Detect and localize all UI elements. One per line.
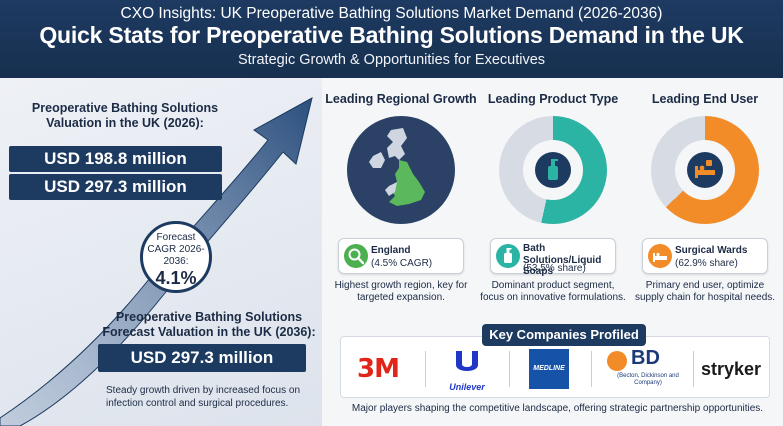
england-pill: England (4.5% CAGR) bbox=[338, 238, 464, 274]
hospital-bed-icon bbox=[648, 244, 672, 268]
logo-stryker-text: stryker bbox=[701, 359, 762, 379]
end-user-title: Leading End User bbox=[651, 92, 759, 106]
product-share-donut bbox=[499, 116, 607, 224]
bd-sun-icon bbox=[607, 351, 627, 371]
bath-solutions-share: (53.5% share) bbox=[523, 263, 586, 274]
logo-medline-text: MEDLINE bbox=[533, 365, 565, 372]
page-subtitle: Strategic Growth & Opportunities for Exe… bbox=[237, 52, 546, 68]
forecast-2036-label: Preoperative Bathing Solutions Forecast … bbox=[102, 310, 316, 339]
surgical-wards-pill: Surgical Wards (62.9% share) bbox=[642, 238, 768, 274]
end-user-card: Leading End User Surgical Wards (62.9% s… bbox=[628, 78, 782, 323]
donut-center bbox=[523, 140, 583, 200]
company-logos-strip: 3M Unilever MEDLINE BD (Becton, Dickinso… bbox=[340, 336, 770, 398]
product-type-title: Leading Product Type bbox=[487, 92, 619, 106]
growth-note: Steady growth driven by increased focus … bbox=[106, 385, 300, 409]
end-user-share-donut bbox=[651, 116, 759, 224]
bath-solutions-label: Bath Solutions/Liquid Soaps bbox=[523, 243, 602, 277]
regional-growth-note: Highest growth region, key for targeted … bbox=[334, 280, 468, 303]
cagr-badge: Forecast CAGR 2026-2036: 4.1% bbox=[140, 221, 212, 293]
valuation-2036-value-top: USD 297.3 million bbox=[9, 174, 222, 200]
header-kicker: CXO Insights: UK Preoperative Bathing So… bbox=[120, 5, 663, 22]
logo-bd-text: BD bbox=[631, 347, 660, 369]
uk-map-icon bbox=[347, 116, 455, 224]
logo-unilever-text: Unilever bbox=[449, 382, 485, 392]
logo-3m-text: 3M bbox=[357, 354, 400, 384]
bath-solutions-pill: Bath Solutions/Liquid Soaps (53.5% share… bbox=[490, 238, 616, 277]
cagr-label: Forecast CAGR 2026-2036: bbox=[147, 232, 205, 267]
england-label: England bbox=[371, 245, 411, 256]
logo-bd-subtext: (Becton, Dickinson and Company) bbox=[617, 373, 679, 386]
regional-growth-card: Leading Regional Growth England (4.5% CA… bbox=[324, 78, 478, 323]
unilever-u-icon bbox=[456, 351, 478, 371]
valuation-2026-value: USD 198.8 million bbox=[9, 146, 222, 172]
product-type-note: Dominant product segment, focus on innov… bbox=[480, 280, 626, 303]
logo-unilever: Unilever bbox=[441, 349, 493, 392]
header-banner: CXO Insights: UK Preoperative Bathing So… bbox=[0, 0, 783, 78]
key-companies-note: Major players shaping the competitive la… bbox=[351, 403, 764, 414]
magnifier-icon bbox=[344, 244, 368, 268]
market-valuation-panel: Preoperative Bathing Solutions Valuation… bbox=[0, 78, 322, 426]
soap-dispenser-icon bbox=[535, 152, 571, 188]
page-title: Quick Stats for Preoperative Bathing Sol… bbox=[39, 22, 744, 48]
donut-center bbox=[675, 140, 735, 200]
hospital-bed-large-icon bbox=[687, 152, 723, 188]
cagr-value: 4.1% bbox=[155, 268, 197, 288]
england-cagr: (4.5% CAGR) bbox=[371, 258, 433, 269]
logo-divider bbox=[509, 351, 510, 387]
logo-divider bbox=[693, 351, 694, 387]
logo-stryker: stryker bbox=[701, 349, 767, 389]
soap-bottle-icon bbox=[496, 244, 520, 268]
logo-3m: 3M bbox=[357, 349, 409, 389]
end-user-note: Primary end user, optimize supply chain … bbox=[634, 280, 776, 303]
key-companies-title: Key Companies Profiled bbox=[482, 324, 646, 346]
segments-panel: Leading Regional Growth England (4.5% CA… bbox=[322, 78, 783, 426]
logo-divider bbox=[591, 351, 592, 387]
surgical-wards-share: (62.9% share) bbox=[675, 258, 738, 269]
surgical-wards-label: Surgical Wards bbox=[675, 245, 748, 256]
regional-growth-title: Leading Regional Growth bbox=[325, 92, 477, 106]
logo-medline: MEDLINE bbox=[529, 349, 569, 389]
forecast-2036-value: USD 297.3 million bbox=[98, 344, 306, 372]
product-type-card: Leading Product Type Bath Solutions/Liqu… bbox=[476, 78, 630, 323]
valuation-2026-label: Preoperative Bathing Solutions Valuation… bbox=[31, 101, 219, 130]
logo-bd: BD (Becton, Dickinson and Company) bbox=[605, 347, 687, 389]
logo-divider bbox=[425, 351, 426, 387]
